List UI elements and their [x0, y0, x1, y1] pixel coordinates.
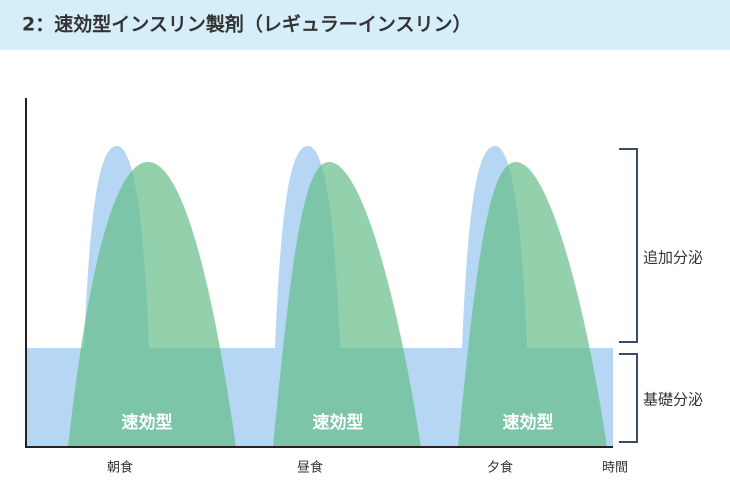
insulin-curve [273, 162, 421, 447]
header-band [0, 0, 730, 50]
bracket-label: 追加分泌 [643, 249, 703, 267]
insulin-curve [458, 162, 607, 447]
x-label: 朝食 [107, 460, 133, 476]
x-label: 昼食 [297, 460, 323, 476]
peak-label: 速効型 [503, 412, 554, 433]
insulin-curve [68, 162, 236, 447]
peak-label: 速効型 [313, 412, 364, 433]
x-axis-end: 時間 [602, 461, 628, 476]
bracket [619, 353, 638, 443]
header-title: 2：速効型インスリン製剤（レギュラーインスリン） [22, 13, 471, 36]
insulin-curves [68, 162, 607, 447]
x-label: 夕食 [487, 460, 513, 476]
bracket-label: 基礎分泌 [643, 391, 703, 409]
peak-label: 速効型 [122, 412, 173, 433]
bracket [619, 148, 638, 343]
